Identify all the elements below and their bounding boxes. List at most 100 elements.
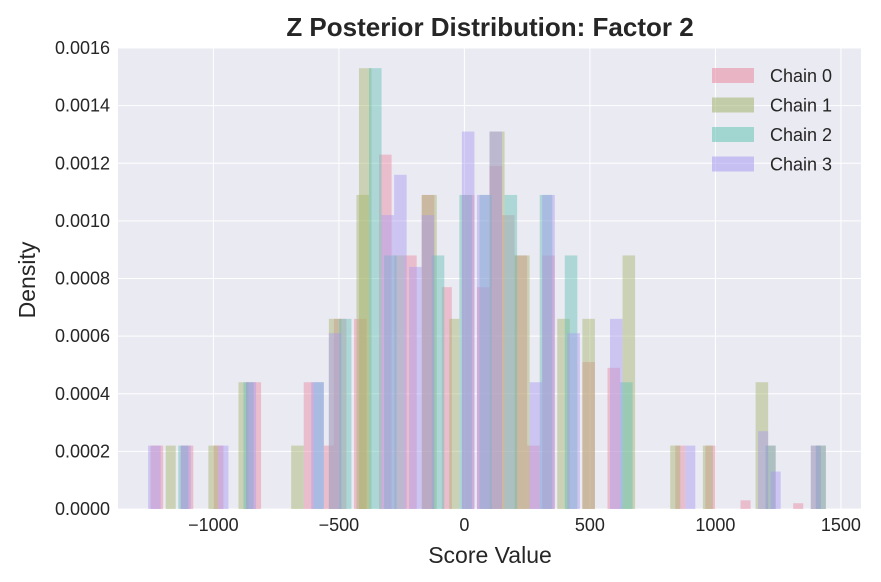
histogram-bar-chain-2 <box>313 382 324 509</box>
histogram-bar-chain-1 <box>810 445 821 509</box>
chart-title: Z Posterior Distribution: Factor 2 <box>286 12 693 42</box>
histogram-bar-chain-3 <box>148 445 161 509</box>
histogram-bar-chain-0 <box>404 255 417 509</box>
histogram-bar-chain-1 <box>358 68 372 509</box>
legend-label: Chain 3 <box>770 155 832 175</box>
legend-swatch <box>712 156 754 172</box>
y-tick-label: 0.0000 <box>55 499 110 519</box>
histogram-bar-chain-2 <box>459 194 472 509</box>
histogram-bar-chain-1 <box>421 194 437 509</box>
histogram-bar-chain-1 <box>582 318 595 509</box>
histogram-bar-chain-0 <box>333 318 347 509</box>
histogram-bar-chain-3 <box>311 382 324 509</box>
y-tick-label: 0.0004 <box>55 384 110 404</box>
histogram-bar-chain-1 <box>291 445 304 509</box>
histogram-bar-chain-0 <box>607 367 621 509</box>
histogram-bar-chain-0 <box>246 382 262 509</box>
histogram-bar-chain-3 <box>421 215 435 510</box>
histogram-bar-chain-2 <box>369 68 382 509</box>
histogram-bar-chain-0 <box>489 166 503 509</box>
histogram-bar-chain-1 <box>514 255 530 509</box>
x-tick-label: 0 <box>459 515 469 535</box>
histogram-bar-chain-1 <box>449 318 460 509</box>
histogram-bar-chain-1 <box>702 445 713 509</box>
x-tick-label: −500 <box>319 515 360 535</box>
histogram-bar-chain-2 <box>479 194 493 509</box>
y-tick-labels: 0.0000 0.0002 0.0004 0.0006 0.0008 0.0010 0.00… <box>55 38 110 519</box>
histogram-bar-chain-2 <box>564 255 578 509</box>
histogram-bar-chain-0 <box>441 287 452 509</box>
histogram-bar-chain-1 <box>557 318 570 509</box>
histogram-bar-chain-0 <box>675 445 686 509</box>
histogram-bar-chain-0 <box>180 445 194 509</box>
legend-swatch <box>712 97 754 113</box>
histogram-bar-chain-0 <box>582 362 595 509</box>
histogram-bar-chain-1 <box>208 445 219 509</box>
histogram-bar-chain-0 <box>527 445 540 509</box>
legend-label: Chain 1 <box>770 96 832 116</box>
histogram-bar-chain-0 <box>476 287 490 509</box>
legend-label: Chain 0 <box>770 66 832 86</box>
histogram-bar-chain-1 <box>394 255 405 509</box>
histogram-bar-chain-3 <box>810 445 821 509</box>
histogram-bar-chain-0 <box>150 445 164 509</box>
histogram-bar-chain-0 <box>303 382 314 509</box>
histogram-bar-chain-0 <box>353 318 367 509</box>
histogram-bar-chain-1 <box>755 382 769 509</box>
histogram-bar-chain-1 <box>238 382 249 509</box>
histogram-bar-chain-0 <box>421 194 435 509</box>
histogram-bar-chain-3 <box>461 131 475 509</box>
histogram-bar-chain-0 <box>705 445 716 509</box>
x-tick-label: 1000 <box>695 515 735 535</box>
histogram-bar-chain-2 <box>539 194 553 509</box>
y-tick-label: 0.0014 <box>55 96 110 116</box>
histogram-bar-chain-2 <box>620 382 633 509</box>
histogram-bar-chain-0 <box>323 445 334 509</box>
histogram-bar-chain-0 <box>502 215 515 510</box>
legend-label: Chain 2 <box>770 125 832 145</box>
y-tick-label: 0.0008 <box>55 269 110 289</box>
histogram-bar-chain-0 <box>213 445 224 509</box>
histogram-bar-chain-2 <box>504 194 518 509</box>
y-tick-label: 0.0016 <box>55 38 110 58</box>
histogram-bar-chain-3 <box>409 266 422 509</box>
histogram-bar-chain-0 <box>815 445 826 509</box>
histogram-bar-chain-3 <box>567 333 580 509</box>
histogram-bar-chain-2 <box>815 445 826 509</box>
y-tick-label: 0.0002 <box>55 441 110 461</box>
histogram-bar-chain-3 <box>218 445 229 509</box>
histogram-bar-chain-0 <box>542 255 555 509</box>
histogram-bar-chain-3 <box>180 445 191 509</box>
histogram-bar-chain-2 <box>243 382 254 509</box>
histogram-bar-chain-3 <box>609 318 623 509</box>
histogram-bar-chain-0 <box>514 255 528 509</box>
histogram-bar-chain-0 <box>740 500 751 509</box>
histogram-bar-chain-0 <box>765 445 776 509</box>
histogram-bar-chain-3 <box>489 131 503 509</box>
histogram-bar-chain-1 <box>622 255 636 509</box>
histogram-bar-chain-3 <box>246 382 257 509</box>
histogram-bar-chain-3 <box>328 333 342 509</box>
histogram-bar-chain-3 <box>381 215 395 510</box>
histogram-bar-chain-3 <box>394 174 407 509</box>
histogram-bar-chain-3 <box>476 194 490 509</box>
x-tick-label: −1000 <box>188 515 239 535</box>
histogram-bar-chain-2 <box>178 445 189 509</box>
histogram-bar-chain-0 <box>461 194 475 509</box>
x-tick-label: 500 <box>575 515 605 535</box>
histogram-bar-chain-2 <box>431 255 445 509</box>
histogram-bar-chain-2 <box>765 445 776 509</box>
histogram-bar-chain-3 <box>529 382 543 509</box>
x-axis-label: Score Value <box>428 542 552 568</box>
gridlines <box>118 47 861 510</box>
y-axis-label: Density <box>14 241 40 318</box>
histogram-bar-chain-1 <box>356 194 370 509</box>
y-tick-label: 0.0010 <box>55 211 110 231</box>
histogram-bar-chain-0 <box>379 154 392 509</box>
histogram-bar-chain-3 <box>685 445 696 509</box>
histogram-bar-chain-2 <box>384 255 397 509</box>
legend-swatch <box>712 127 754 142</box>
histogram-bar-chain-3 <box>542 194 555 509</box>
histogram-bar-chain-2 <box>338 318 352 509</box>
